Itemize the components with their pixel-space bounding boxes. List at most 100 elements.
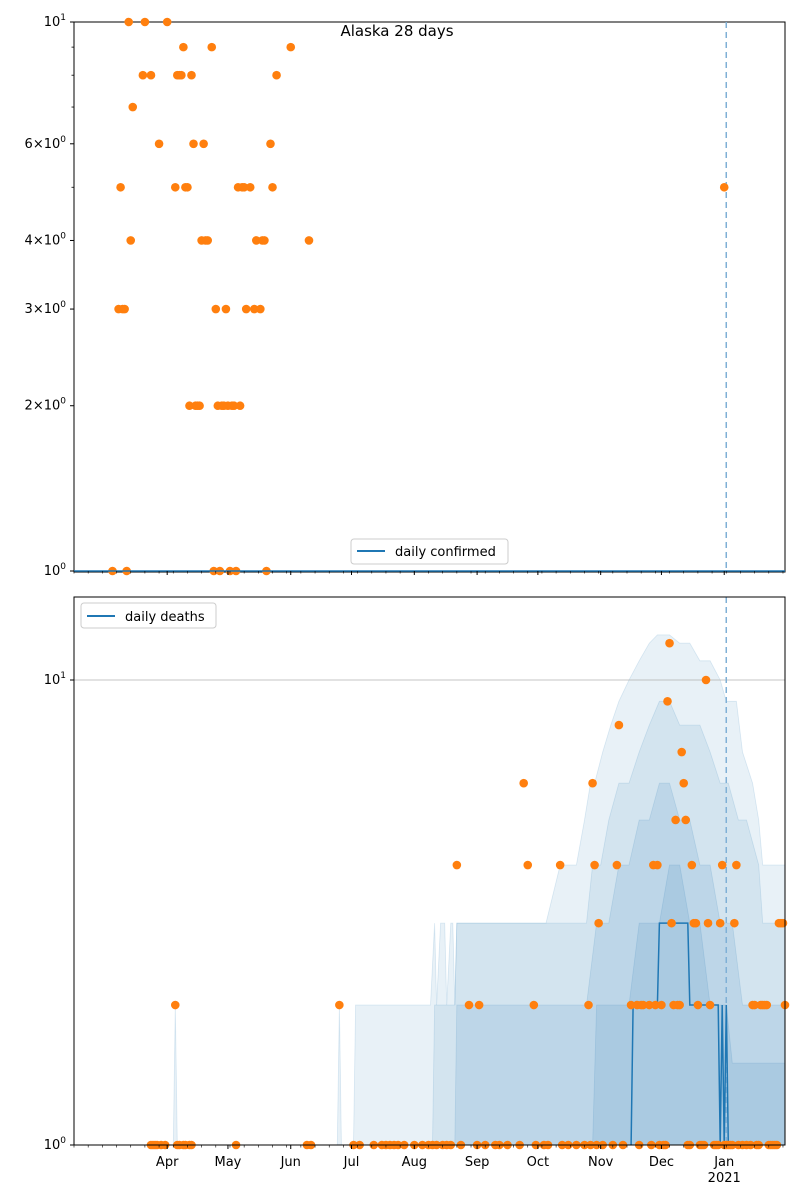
top-plot-area [73, 21, 786, 573]
top-data-point [183, 182, 192, 192]
top-scatter-points [108, 17, 729, 576]
bottom-legend-label: daily deaths [125, 610, 205, 625]
bottom-plot-frame [73, 596, 786, 1146]
top-y-tick-label-exponent: 0 [60, 397, 66, 407]
top-data-point [260, 236, 269, 245]
bottom-x-tick-label: Jun [280, 1155, 301, 1170]
top-y-tick-label-exponent: 0 [60, 135, 66, 145]
top-data-point [146, 70, 156, 80]
bottom-data-point [638, 1000, 648, 1010]
bottom-data-point [667, 918, 676, 928]
top-legend-box [350, 538, 509, 565]
top-y-tick-label: 3×100 [25, 300, 67, 317]
top-data-point [187, 70, 196, 80]
top-data-point [162, 17, 172, 27]
bottom-data-point [750, 1000, 759, 1010]
top-y-tick-label-exponent: 0 [60, 231, 66, 241]
bottom-x-tick-label: Jul [343, 1155, 360, 1170]
top-y-tick-label: 4×100 [25, 231, 67, 248]
bottom-data-point [687, 860, 697, 870]
bottom-x-year-label: 2021 [708, 1171, 741, 1186]
bottom-y-tick-label-exponent: 0 [60, 1136, 66, 1146]
bottom-data-point [452, 860, 462, 870]
top-data-point [235, 401, 245, 411]
bottom-data-point [693, 1000, 703, 1010]
bottom-data-point [681, 815, 691, 825]
top-data-point [241, 304, 251, 314]
bottom-y-tick-label: 101 [44, 671, 66, 688]
bottom-y-tick-label-exponent: 1 [60, 671, 66, 681]
bottom-data-point [614, 720, 624, 730]
bottom-data-point [665, 638, 674, 648]
top-data-point [185, 401, 194, 411]
top-data-point [116, 182, 125, 192]
bottom-data-point [701, 675, 711, 685]
top-data-point [195, 401, 204, 411]
top-y-tick-label: 100 [44, 562, 67, 579]
bottom-y-tick-label: 100 [44, 1136, 67, 1153]
bottom-data-point [474, 1000, 484, 1010]
top-chart-title: Alaska 28 days [340, 22, 453, 40]
bottom-confidence-band [74, 700, 786, 1146]
top-y-tick-label: 2×100 [25, 397, 67, 414]
bottom-confidence-band [74, 634, 786, 1146]
top-y-tick-label: 6×100 [25, 135, 67, 152]
bottom-x-tick-label: Dec [649, 1155, 674, 1170]
bottom-data-point [730, 918, 739, 928]
bottom-x-tick-label: May [215, 1155, 242, 1170]
top-y-tick-label-exponent: 0 [60, 562, 66, 572]
bottom-data-point [677, 747, 686, 757]
bottom-data-point [594, 918, 603, 928]
top-y-tick-label-exponent: 0 [60, 300, 66, 310]
bottom-data-point [588, 778, 597, 788]
top-data-point [249, 304, 259, 314]
top-data-point [719, 182, 729, 192]
bottom-data-point [523, 860, 533, 870]
top-data-point [126, 236, 136, 245]
top-data-point [120, 304, 129, 314]
bottom-data-point [584, 1000, 593, 1010]
bottom-x-tick-label: Sep [465, 1155, 490, 1170]
top-data-point [177, 70, 186, 80]
bottom-data-point [555, 860, 565, 870]
bottom-data-point [762, 1000, 772, 1010]
top-y-tick-label: 101 [44, 13, 66, 30]
bottom-data-point [778, 918, 788, 928]
bottom-data-point [529, 1000, 539, 1010]
top-legend-label: daily confirmed [395, 545, 496, 560]
top-data-point [189, 139, 198, 149]
bottom-y-axis: 100 101 [44, 671, 74, 1153]
bottom-x-tick-label: Apr [156, 1155, 179, 1170]
bottom-data-point [170, 1000, 180, 1010]
top-data-point [179, 42, 188, 52]
top-data-point [170, 182, 180, 192]
top-data-point [140, 17, 150, 27]
bottom-data-point [732, 860, 741, 870]
bottom-x-tick-label: Oct [527, 1155, 549, 1170]
top-y-tick-label-exponent: 1 [60, 13, 66, 23]
bottom-panel: 100 101 Apr May Jun Jul Aug Sep Oct Nov Dec Jan202… [44, 596, 790, 1186]
top-data-point [211, 304, 221, 314]
top-data-point [203, 236, 212, 245]
bottom-data-point [675, 1000, 684, 1010]
top-legend: daily confirmed [350, 538, 509, 565]
bottom-data-point [644, 1000, 654, 1010]
top-data-point [304, 236, 314, 245]
top-data-point [286, 42, 296, 52]
bottom-data-point [612, 860, 622, 870]
bottom-data-point [679, 778, 689, 788]
bottom-data-point [651, 1000, 660, 1010]
top-data-point [199, 139, 208, 149]
bottom-data-point [590, 860, 599, 870]
bottom-plot-area [74, 597, 785, 1145]
bottom-data-point [626, 1000, 636, 1010]
top-data-point [256, 304, 265, 314]
bottom-legend: daily deaths [80, 602, 217, 629]
bottom-data-point [717, 860, 727, 870]
bottom-data-point [671, 815, 680, 825]
top-data-point [266, 139, 275, 149]
bottom-data-point [705, 1000, 715, 1010]
